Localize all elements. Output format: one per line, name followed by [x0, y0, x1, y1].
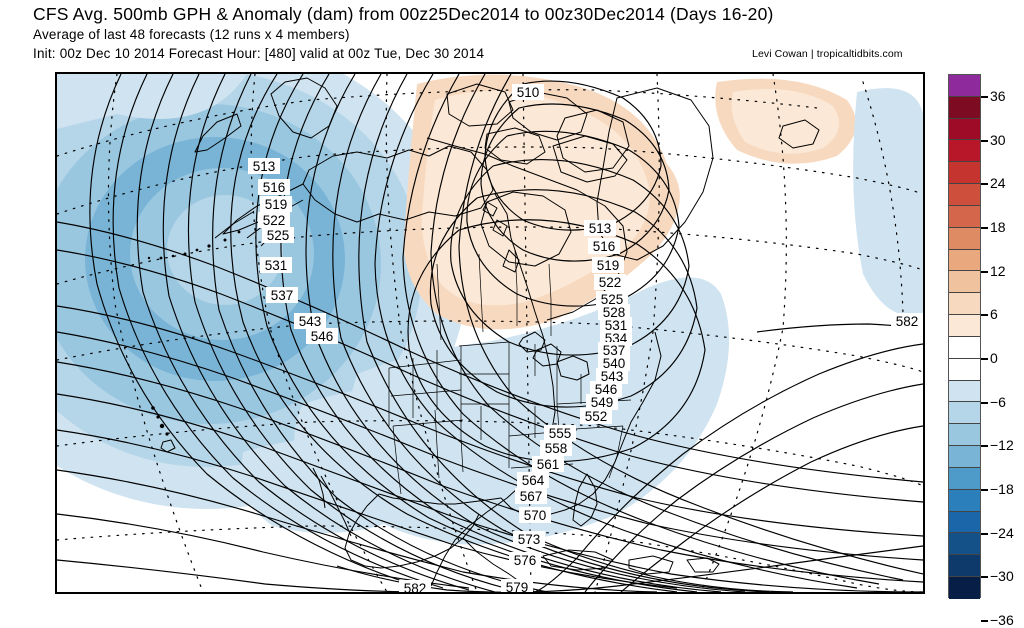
colorbar-swatch — [949, 467, 980, 490]
svg-text:519: 519 — [597, 258, 620, 273]
colorbar-tick-label: 6 — [990, 306, 998, 323]
colorbar-swatch — [949, 271, 980, 294]
svg-text:537: 537 — [271, 288, 294, 303]
colorbar-tick-mark — [981, 619, 988, 622]
colorbar-tick-mark — [981, 314, 988, 317]
svg-text:537: 537 — [603, 343, 626, 358]
colorbar-swatch — [949, 489, 980, 512]
colorbar-tick-mark — [981, 183, 988, 186]
colorbar-swatch — [949, 358, 980, 381]
svg-text:516: 516 — [593, 239, 616, 254]
colorbar-tick-label: −6 — [990, 393, 1006, 410]
colorbar-tick-label: −30 — [990, 568, 1014, 585]
colorbar-swatch — [949, 118, 980, 141]
svg-text:561: 561 — [537, 457, 560, 472]
colorbar-tick-mark — [981, 270, 988, 273]
colorbar-swatch — [949, 162, 980, 185]
colorbar-swatch — [949, 577, 980, 599]
subtitle-text: Average of last 48 forecasts (12 runs x … — [33, 27, 350, 42]
colorbar-swatch — [949, 555, 980, 578]
svg-text:516: 516 — [263, 180, 286, 195]
colorbar-swatch — [949, 315, 980, 337]
colorbar-swatch — [949, 140, 980, 163]
svg-text:543: 543 — [299, 314, 322, 329]
colorbar-swatch — [949, 75, 980, 97]
svg-text:525: 525 — [601, 292, 624, 307]
colorbar-swatch — [949, 293, 980, 316]
svg-text:522: 522 — [263, 213, 286, 228]
svg-text:555: 555 — [549, 426, 572, 441]
svg-text:579: 579 — [506, 580, 529, 592]
page-title: CFS Avg. 500mb GPH & Anomaly (dam) from … — [33, 4, 774, 24]
svg-text:570: 570 — [524, 508, 547, 523]
colorbar-swatch — [949, 336, 980, 359]
svg-text:531: 531 — [265, 258, 288, 273]
svg-text:540: 540 — [603, 356, 626, 371]
colorbar-tick-label: 30 — [990, 131, 1006, 148]
colorbar-tick-mark — [981, 226, 988, 229]
svg-text:564: 564 — [522, 473, 545, 488]
map-plot-area: 510 513 516 519 522 525 531 — [55, 72, 925, 594]
colorbar-tick-label: −24 — [990, 524, 1014, 541]
svg-text:525: 525 — [267, 228, 290, 243]
geopotential-contour-layer — [57, 74, 923, 592]
colorbar-tick-mark — [981, 445, 988, 448]
colorbar-swatch — [949, 205, 980, 228]
svg-text:531: 531 — [605, 318, 628, 333]
svg-text:522: 522 — [599, 275, 622, 290]
colorbar — [948, 74, 981, 599]
colorbar-tick-label: −36 — [990, 611, 1014, 628]
attribution-credit: Levi Cowan | tropicaltidbits.com — [752, 48, 903, 60]
svg-text:552: 552 — [585, 409, 608, 424]
map-svg: 510 513 516 519 522 525 531 — [57, 74, 923, 592]
colorbar-tick-label: 18 — [990, 218, 1006, 235]
colorbar-tick-mark — [981, 576, 988, 579]
svg-text:576: 576 — [514, 553, 537, 568]
graticule-layer — [57, 74, 923, 592]
colorbar-tick-label: 24 — [990, 175, 1006, 192]
colorbar-swatch — [949, 533, 980, 556]
svg-text:513: 513 — [253, 159, 276, 174]
svg-text:546: 546 — [595, 382, 618, 397]
colorbar-swatch — [949, 96, 980, 119]
colorbar-swatch — [949, 424, 980, 447]
colorbar-ticks: 36 30 24 18 12 6 0 −6 −12 −18 −24 −30 −36 — [981, 74, 1023, 627]
colorbar-tick-mark — [981, 95, 988, 98]
colorbar-tick-label: −18 — [990, 480, 1014, 497]
colorbar-tick-mark — [981, 357, 988, 360]
svg-text:510: 510 — [517, 85, 540, 100]
svg-text:546: 546 — [311, 329, 334, 344]
init-forecast-line: Init: 00z Dec 10 2014 Forecast Hour: [48… — [33, 46, 485, 61]
colorbar-tick-label: −12 — [990, 437, 1014, 454]
colorbar-swatch — [949, 227, 980, 250]
svg-text:567: 567 — [520, 489, 543, 504]
svg-text:519: 519 — [265, 197, 288, 212]
colorbar-swatch — [949, 511, 980, 534]
colorbar-tick-mark — [981, 139, 988, 142]
svg-text:543: 543 — [601, 369, 624, 384]
colorbar-tick-label: 36 — [990, 87, 1006, 104]
svg-text:513: 513 — [589, 221, 612, 236]
svg-text:558: 558 — [545, 441, 568, 456]
colorbar-tick-label: 12 — [990, 262, 1006, 279]
colorbar-tick-label: 0 — [990, 349, 998, 366]
colorbar-swatch — [949, 446, 980, 468]
colorbar-swatch — [949, 249, 980, 272]
colorbar-tick-mark — [981, 488, 988, 491]
colorbar-tick-mark — [981, 532, 988, 535]
colorbar-swatch — [949, 380, 980, 403]
svg-text:582: 582 — [896, 314, 919, 329]
colorbar-tick-mark — [981, 401, 988, 404]
svg-text:573: 573 — [518, 532, 541, 547]
colorbar-swatch — [949, 184, 980, 206]
svg-text:528: 528 — [603, 305, 626, 320]
colorbar-swatch — [949, 402, 980, 425]
svg-text:549: 549 — [591, 395, 614, 410]
svg-text:582: 582 — [404, 581, 427, 592]
contour-label-layer: 510 513 516 519 522 525 531 — [248, 84, 923, 592]
